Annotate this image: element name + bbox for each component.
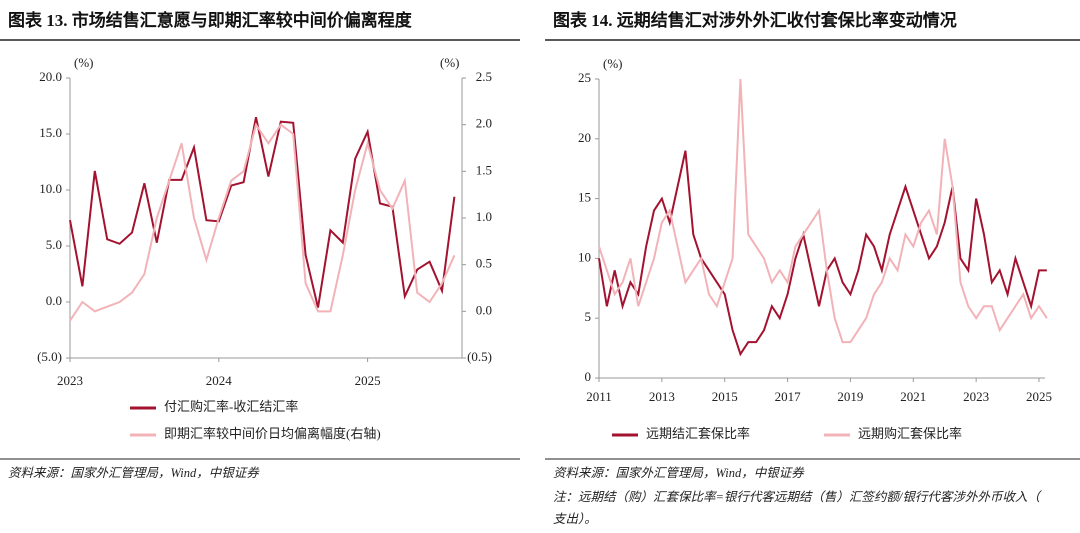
x-tick-label: 2023 [57, 373, 83, 388]
chart-title: 图表 14. 远期结售汇对涉外外汇收付套保比率变动情况 [553, 10, 957, 30]
x-tick-label: 2013 [649, 389, 675, 404]
y-tick-label: 10 [578, 249, 591, 264]
source: 资料来源：国家外汇管理局，Wind，中银证券 [8, 466, 260, 480]
source: 资料来源：国家外汇管理局，Wind，中银证券 [553, 466, 805, 480]
x-tick-label: 2023 [963, 389, 989, 404]
y-tick-label: 0 [585, 369, 592, 384]
y-tick-label: 5 [585, 309, 592, 324]
y-tick-label: 10.0 [39, 181, 62, 196]
chart-title: 图表 13. 市场结售汇意愿与即期汇率较中间价偏离程度 [8, 10, 413, 30]
x-tick-label: 2017 [775, 389, 802, 404]
x-tick-label: 2019 [837, 389, 863, 404]
x-tick-label: 2011 [586, 389, 612, 404]
legend-label: 即期汇率较中间价日均偏离幅度(右轴) [164, 426, 381, 441]
y-tick-label: 0.0 [46, 293, 62, 308]
series-line [69, 122, 456, 322]
x-tick-label: 2024 [206, 373, 233, 388]
y-tick-label: 5.0 [46, 237, 62, 252]
y2-tick-label: 2.5 [476, 69, 492, 84]
y2-tick-label: 2.0 [476, 116, 492, 131]
y2-tick-label: 1.0 [476, 209, 492, 224]
y2-tick-label: 0.0 [476, 302, 492, 317]
series-line [598, 78, 1048, 344]
y2-tick-label: (0.5) [467, 349, 492, 364]
legend-label: 付汇购汇率-收汇结汇率 [164, 399, 298, 414]
series-line [69, 116, 456, 308]
x-tick-label: 2015 [712, 389, 738, 404]
legend-label: 远期结汇套保比率 [646, 426, 750, 441]
y2-tick-label: 1.5 [476, 162, 492, 177]
note: 注：远期结（购）汇套保比率=银行代客远期结（售）汇签约额/银行代客涉外外币收入（… [553, 490, 1042, 526]
y2-tick-label: 0.5 [476, 256, 492, 271]
y-axis-label: (%) [74, 55, 94, 70]
y-tick-label: 15 [578, 190, 591, 205]
series-line [598, 150, 1047, 357]
legend-label: 远期购汇套保比率 [858, 426, 962, 441]
x-tick-label: 2025 [1026, 389, 1052, 404]
y-tick-label: 25 [578, 70, 591, 85]
y-tick-label: 20 [578, 130, 591, 145]
y-tick-label: 15.0 [39, 125, 62, 140]
y2-axis-label: (%) [440, 55, 460, 70]
y-tick-label: (5.0) [37, 349, 62, 364]
x-tick-label: 2021 [900, 389, 926, 404]
x-tick-label: 2025 [355, 373, 381, 388]
y-tick-label: 20.0 [39, 69, 62, 84]
y-axis-label: (%) [603, 56, 623, 71]
